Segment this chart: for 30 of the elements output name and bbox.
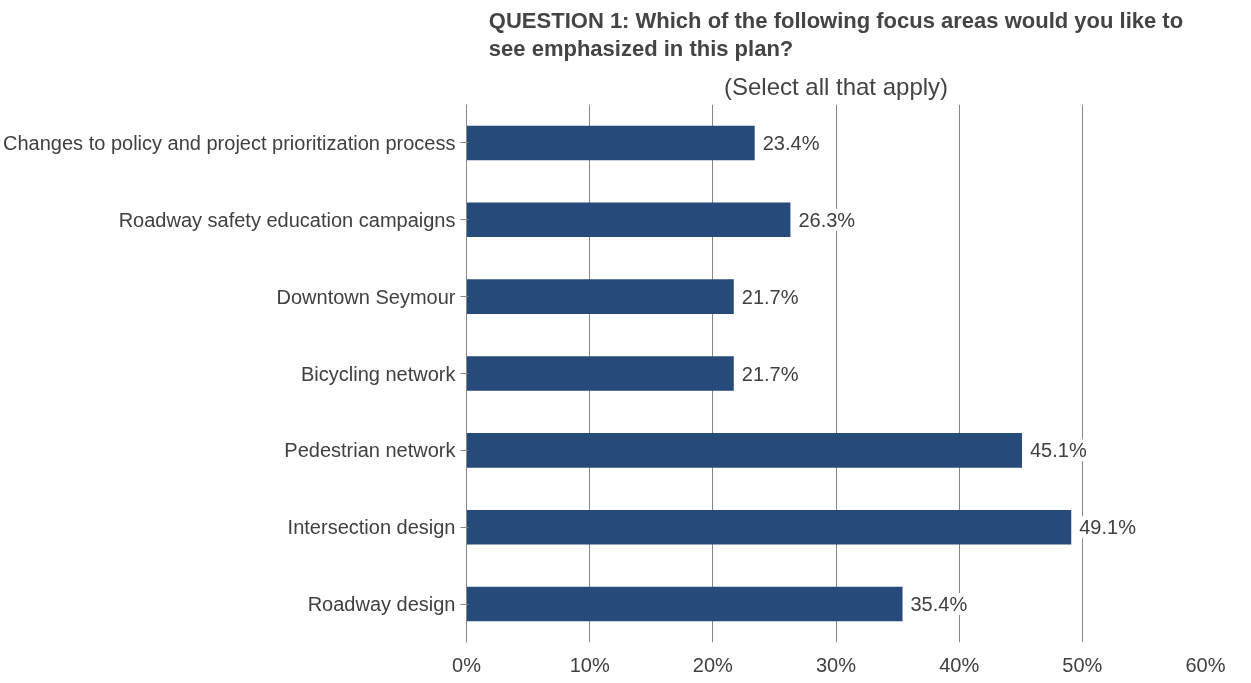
data-label: 21.7%: [741, 362, 799, 385]
x-tick-label: 50%: [1062, 653, 1103, 676]
bar: [466, 509, 1072, 545]
y-tick-label: Bicycling network: [301, 362, 457, 385]
x-tick-label: 60%: [1185, 653, 1226, 676]
chart-title: QUESTION 1: Which of the following focus areas would you like to see emphasized in this plan?: [488, 8, 1184, 61]
y-tick-label: Intersection design: [287, 516, 456, 539]
chart-subtitle: (Select all that apply): [723, 72, 949, 100]
bar: [466, 202, 791, 238]
data-label: 21.7%: [741, 285, 799, 308]
y-tick-label: Roadway safety education campaigns: [118, 208, 456, 231]
y-tick-label: Pedestrian network: [284, 439, 457, 462]
x-tick-label: 30%: [815, 653, 857, 676]
data-label: 35.4%: [910, 593, 968, 616]
data-label: 45.1%: [1029, 439, 1087, 462]
data-label: 26.3%: [798, 208, 856, 231]
data-label: 23.4%: [762, 131, 820, 154]
x-tick-label: 0%: [452, 653, 482, 676]
x-tick-label: 20%: [692, 653, 734, 676]
bar: [466, 125, 755, 161]
bar: [466, 279, 734, 314]
bar: [466, 433, 1022, 468]
x-tick-label: 10%: [569, 653, 610, 676]
bar: [466, 356, 734, 391]
x-tick-label: 40%: [939, 653, 980, 676]
data-label: 49.1%: [1079, 516, 1137, 539]
y-tick-label: Roadway design: [307, 593, 456, 616]
bar: [466, 586, 903, 622]
y-tick-label: Changes to policy and project prioritization process: [3, 131, 456, 154]
y-tick-label: Downtown Seymour: [276, 285, 456, 308]
